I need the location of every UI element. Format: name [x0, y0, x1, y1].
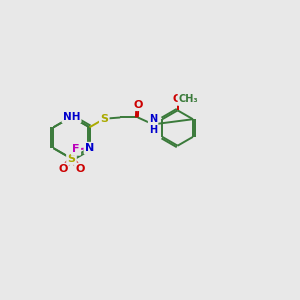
Text: S: S	[100, 114, 108, 124]
Text: O: O	[58, 164, 68, 174]
Text: F: F	[72, 144, 80, 154]
Text: NH: NH	[63, 112, 80, 122]
Text: O: O	[134, 100, 143, 110]
Text: N
H: N H	[149, 114, 157, 135]
Text: CH₃: CH₃	[179, 94, 199, 104]
Text: N: N	[85, 143, 94, 153]
Text: O: O	[75, 164, 85, 174]
Text: O: O	[173, 94, 182, 104]
Text: S: S	[68, 154, 76, 164]
